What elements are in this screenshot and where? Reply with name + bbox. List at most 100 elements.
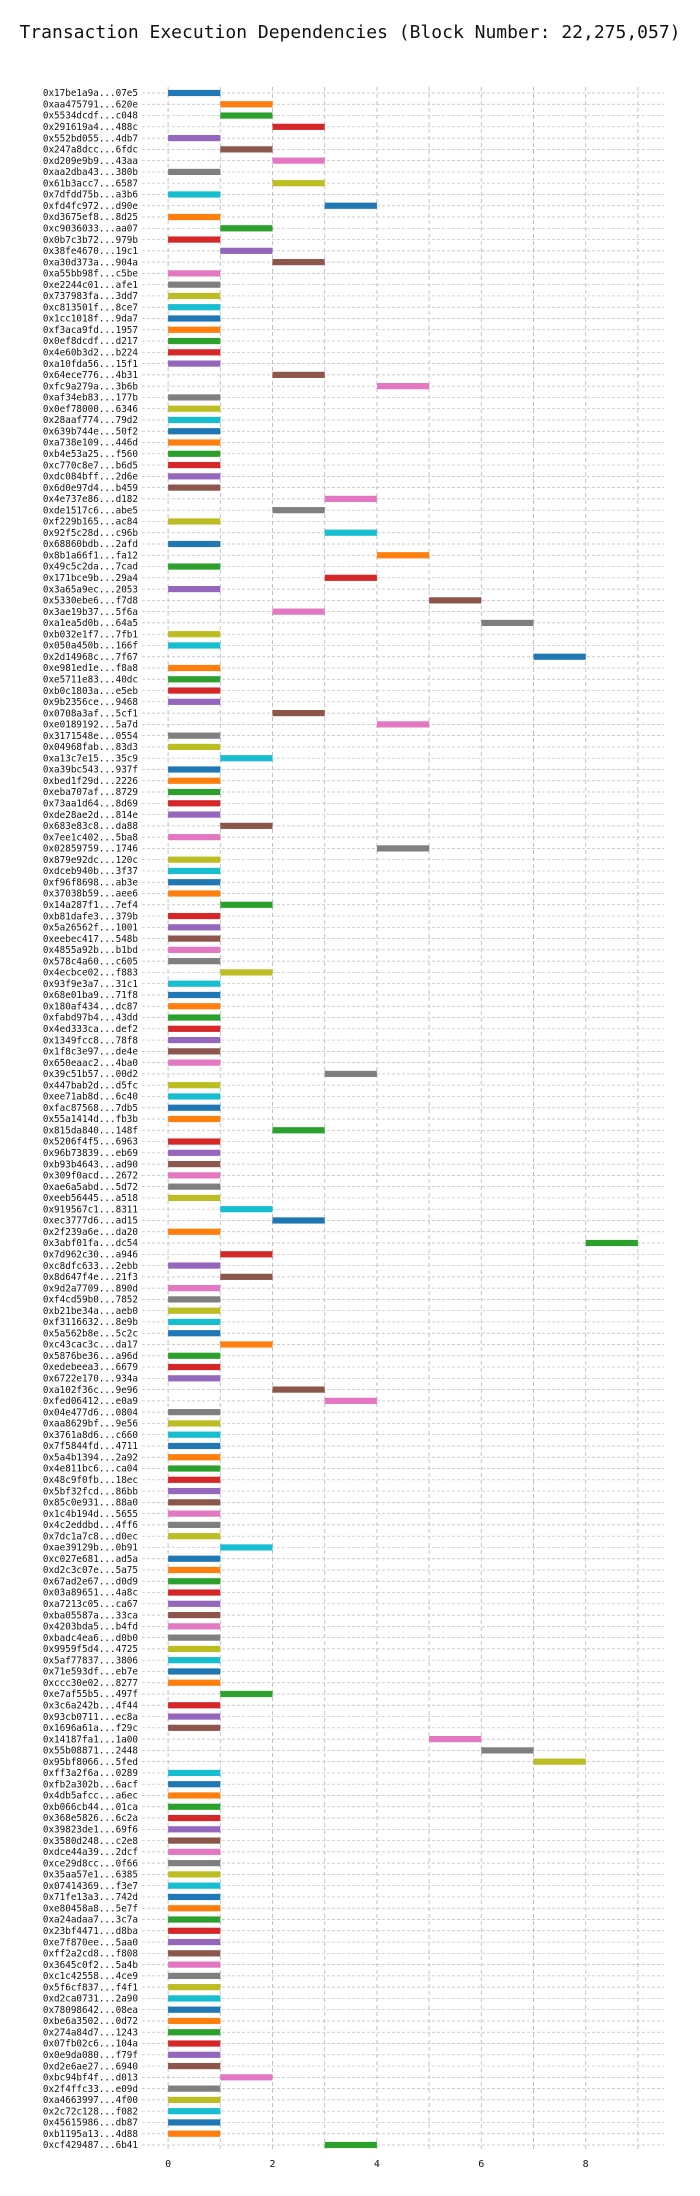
y-tick-label: 0xe5711e83...40dc [43, 674, 138, 685]
y-tick-label: 0x2f239a6e...da20 [43, 1227, 138, 1238]
y-tick-label: 0x3c6a242b...4f44 [43, 1700, 139, 1711]
dependency-bar [168, 1826, 221, 1833]
y-tick-label: 0x6d0e97d4...b459 [43, 483, 138, 494]
y-tick-label: 0xfc9a279a...3b6b [43, 381, 139, 392]
dependency-bar [220, 1690, 273, 1698]
y-tick-label: 0xdceb940b...3f37 [43, 866, 138, 877]
y-tick-label: 0x7dfdd75b...a3b6 [43, 190, 138, 201]
y-tick-label: 0x578c4a60...c605 [43, 956, 138, 967]
y-tick-label: 0xe7f870ee...5aa0 [43, 1937, 138, 1948]
dependency-bar [429, 1736, 482, 1743]
dependency-bar [324, 574, 377, 581]
dependency-bar [272, 1217, 325, 1224]
y-tick-label: 0xc43cac3c...da17 [43, 1340, 138, 1351]
y-tick-label: 0x180af434...dc87 [43, 1001, 138, 1012]
y-tick-label: 0x3580d248...c2e8 [43, 1836, 138, 1847]
dependency-bar [376, 845, 430, 852]
dependency-bar [220, 225, 273, 232]
dependency-bar [168, 236, 221, 243]
y-tick-label: 0xfd4fc972...d90e [43, 201, 139, 212]
y-tick-label: 0xee71ab8d...6c40 [43, 1092, 138, 1103]
dependency-bar [168, 788, 221, 796]
dependency-bar [272, 507, 325, 514]
dependency-bar [168, 1228, 221, 1235]
y-tick-label: 0x683e83c8...da88 [43, 821, 138, 832]
dependency-bar [168, 1014, 221, 1021]
y-tick-label: 0xf4cd59b0...7852 [43, 1295, 138, 1306]
y-tick-label: 0x35aa57e1...6385 [43, 1870, 138, 1881]
dependency-bar [168, 1803, 221, 1810]
dependency-bar [168, 281, 221, 288]
y-tick-label: 0x9d2a7709...890d [43, 1283, 138, 1294]
dependency-bar [220, 822, 273, 829]
y-tick-label: 0xff3a2f6a...0289 [43, 1768, 138, 1779]
y-tick-label: 0xc813501f...8ce7 [43, 302, 138, 313]
dependency-bar [168, 1905, 221, 1912]
dependency-bar [168, 1916, 221, 1923]
dependency-bar [168, 2006, 221, 2013]
y-tick-label: 0x73aa1d64...8d69 [43, 799, 138, 810]
dependency-bar [168, 1352, 221, 1359]
y-tick-label: 0xae6a5abd...5d72 [43, 1182, 138, 1193]
dependency-bar [168, 191, 221, 198]
y-tick-label: 0xae39129b...0b91 [43, 1543, 138, 1554]
y-tick-label: 0x3ae19b37...5f6a [43, 607, 138, 618]
dependency-bar [168, 1769, 221, 1777]
dependency-bar [168, 326, 221, 333]
dependency-bar [168, 1420, 221, 1427]
y-tick-label: 0x3645c0f2...5a4b [43, 1960, 139, 1971]
y-tick-label: 0x4e737e86...d182 [43, 494, 138, 505]
x-tick-label: 0 [165, 2159, 171, 2170]
dependency-bar [168, 1938, 221, 1946]
dependency-bar [168, 1059, 221, 1066]
dependency-bar [168, 337, 221, 345]
y-tick-label: 0x0b7c3b72...979b [43, 235, 139, 246]
dependency-bar [168, 1003, 221, 1010]
dependency-bar [324, 202, 377, 209]
dependency-bar [324, 2141, 377, 2149]
dependency-bar [272, 1386, 325, 1393]
y-tick-label: 0x1696a61a...f29c [43, 1723, 138, 1734]
dependency-bar [168, 2130, 221, 2137]
dependency-bar [220, 901, 273, 908]
y-tick-label: 0x552bd055...4db7 [43, 133, 138, 144]
dependency-bar [168, 1668, 221, 1675]
dependency-bar [168, 1837, 221, 1844]
y-tick-label: 0x71fe13a3...742d [43, 1892, 138, 1903]
y-tick-label: 0xd2e6ae27...6940 [43, 2061, 138, 2072]
y-tick-label: 0x050a450b...166f [43, 641, 138, 652]
y-tick-label: 0x4855a92b...b1bd [43, 945, 138, 956]
dependency-bar [168, 1984, 221, 1991]
dependency-bar [168, 1814, 221, 1822]
dependency-bar [168, 2017, 221, 2025]
y-tick-label: 0x03a89651...4a8c [43, 1588, 138, 1599]
dependency-bar [168, 518, 221, 525]
dependency-bar [272, 1127, 325, 1134]
dependency-bar [168, 2040, 221, 2047]
y-tick-label: 0x7d962c30...a946 [43, 1249, 138, 1260]
y-tick-label: 0x71e593df...eb7e [43, 1667, 139, 1678]
dependency-bar [220, 1544, 273, 1551]
dependency-bar [168, 349, 221, 356]
dependency-bar [168, 1036, 221, 1044]
dependency-bar [168, 405, 221, 412]
dependency-bar [168, 168, 221, 176]
dependency-bar [168, 1623, 221, 1630]
dependency-bar [324, 529, 377, 536]
dependency-bar [168, 1871, 221, 1878]
y-tick-label: 0x0e9da080...f79f [43, 2050, 138, 2061]
dependency-bar [168, 1138, 221, 1145]
y-tick-label: 0xeba707af...8729 [43, 787, 138, 798]
dependency-bar [168, 315, 221, 322]
y-tick-label: 0xa7213c05...ca67 [43, 1599, 138, 1610]
dependency-bar [168, 1115, 221, 1123]
dependency-bar [168, 1792, 221, 1799]
y-tick-label: 0xd209e9b9...43aa [43, 156, 138, 167]
y-tick-label: 0x45615986...db87 [43, 2118, 138, 2129]
y-tick-label: 0x291619a4...488c [43, 122, 138, 133]
y-tick-label: 0x4db5afcc...a6ec [43, 1791, 138, 1802]
y-tick-label: 0x1c4b194d...5655 [43, 1509, 138, 1520]
dependency-bar [168, 2108, 221, 2115]
dependency-bar [168, 1499, 221, 1506]
